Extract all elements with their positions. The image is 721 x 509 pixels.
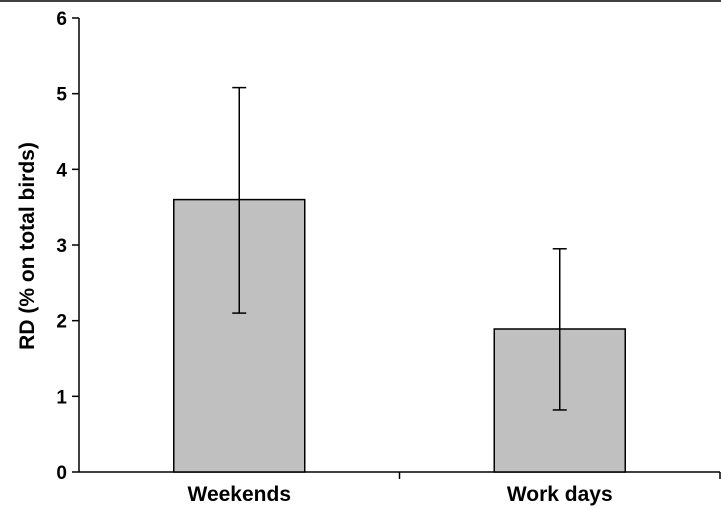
- x-category-label: Work days: [507, 483, 613, 506]
- y-tick-label: 4: [56, 160, 67, 181]
- y-tick-label: 1: [56, 387, 67, 408]
- y-tick-label: 5: [56, 85, 67, 106]
- y-tick-label: 2: [56, 312, 67, 333]
- plot-area: 0 1 2 3 4 5 6 Weekends Work days: [56, 9, 721, 506]
- x-category-label: Weekends: [188, 483, 292, 506]
- y-tick-label: 0: [56, 463, 67, 484]
- y-axis-title: RD (% on total birds): [16, 142, 39, 350]
- y-tick-label: 6: [56, 9, 67, 30]
- y-tick-label: 3: [56, 236, 67, 257]
